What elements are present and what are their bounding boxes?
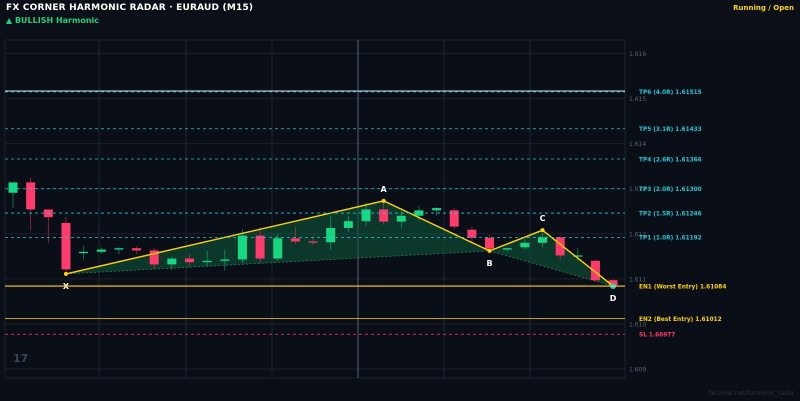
pattern-label-d: D [610,294,617,303]
candle-bull [502,248,512,250]
header-bar [0,0,800,38]
candle-bear [467,229,477,238]
candle-bear [290,238,300,242]
chart-title: FX CORNER HARMONIC RADAR · EURAUD (M15) [6,3,254,13]
level-label-tp: TP5 (3.1R) 1.61433 [639,127,702,133]
price-tick-label: 1.609 [629,366,646,373]
pattern-badge: ▲ BULLISH Harmonic [6,16,99,25]
candle-bear [26,182,36,210]
price-tick-label: 1.615 [629,96,646,103]
candle-bull [202,260,212,263]
price-tick-label: 1.610 [629,321,646,328]
candle-bull [520,242,530,248]
candle-bull [96,249,106,252]
candle-bull [396,215,406,222]
pattern-line-bd [489,250,614,287]
candle-bull [237,235,247,260]
candle-bear [61,222,71,270]
candle-bull [573,255,583,257]
pattern-point-a [381,198,386,203]
footer-source: fxcorner.net/harmonic_radar [708,390,794,397]
candle-bull [167,258,177,265]
pattern-point-x [63,271,68,276]
candle-bear [379,209,389,222]
price-tick-label: 1.611 [629,276,646,283]
candle-bear [149,250,159,265]
candle-bull [326,227,336,243]
candle-bull [414,210,424,216]
status-indicator: Running / Open [733,4,794,12]
pattern-label-c: C [540,214,546,223]
pattern-line-xb [65,250,490,275]
candle-bull [343,221,353,228]
candle-bear [485,237,495,249]
candle-bear [308,241,318,243]
level-label-tp: TP3 (2.0R) 1.61300 [639,187,702,193]
candle-bull [114,248,124,250]
candle-bull [361,209,371,222]
level-label-tp: TP6 (4.0R) 1.61515 [639,90,702,96]
price-tick-label: 1.614 [629,141,646,148]
level-label-entry: EN1 (Worst Entry) 1.61084 [639,284,726,290]
candle-bear [608,280,618,286]
plot-area [4,39,626,379]
candle-bear [590,260,600,281]
chart-watermark: 17 [13,352,29,365]
price-tick-label: 1.616 [629,51,646,58]
price-tick-label: 1.613 [629,186,646,193]
candle-bull [273,238,283,259]
pattern-point-b [487,248,492,253]
candle-bull [8,182,18,193]
candle-bull [220,259,230,261]
candle-bear [255,235,265,259]
candle-bull [432,208,442,211]
level-label-tp: TP1 (1.0R) 1.61192 [639,236,702,242]
candle-bear [555,237,565,256]
level-label-entry: EN2 (Best Entry) 1.61012 [639,317,722,323]
pattern-label-b: B [486,259,492,268]
price-tick-label: 1.612 [629,231,646,238]
candle-bull [79,251,89,254]
candle-bear [449,210,459,227]
level-label-sl: SL 1.60977 [639,333,675,339]
pattern-label-a: A [381,185,388,194]
candle-bear [132,248,142,251]
pattern-point-c [540,228,545,233]
level-label-tp: TP2 (1.5R) 1.61246 [639,211,702,217]
candle-bull [538,237,547,243]
level-label-tp: TP4 (2.6R) 1.61366 [639,157,702,163]
candle-bear [185,258,194,263]
